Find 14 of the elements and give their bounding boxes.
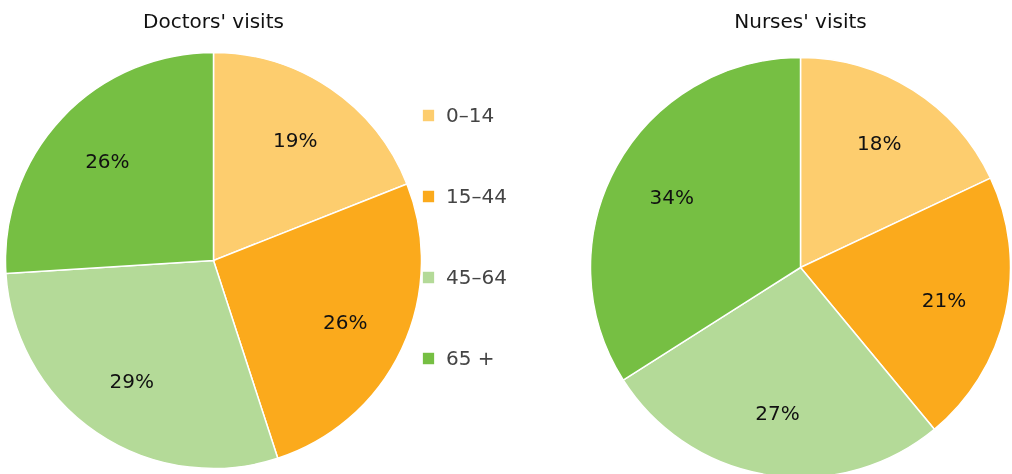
- data-label: 29%: [109, 368, 154, 393]
- data-label: 21%: [921, 287, 967, 312]
- legend-label: 45–64: [446, 265, 507, 289]
- data-label: 27%: [755, 400, 800, 425]
- data-label: 34%: [649, 184, 694, 209]
- legend-label: 0–14: [446, 103, 495, 127]
- legend-label: 15–44: [446, 184, 507, 208]
- chart-title: Nurses' visits: [734, 8, 867, 33]
- data-label: 26%: [85, 148, 130, 173]
- data-label: 19%: [273, 128, 318, 153]
- data-label: 18%: [857, 131, 902, 156]
- legend-label: 65 +: [446, 346, 495, 370]
- chart-title: Doctors' visits: [143, 8, 284, 33]
- data-label: 26%: [323, 310, 368, 335]
